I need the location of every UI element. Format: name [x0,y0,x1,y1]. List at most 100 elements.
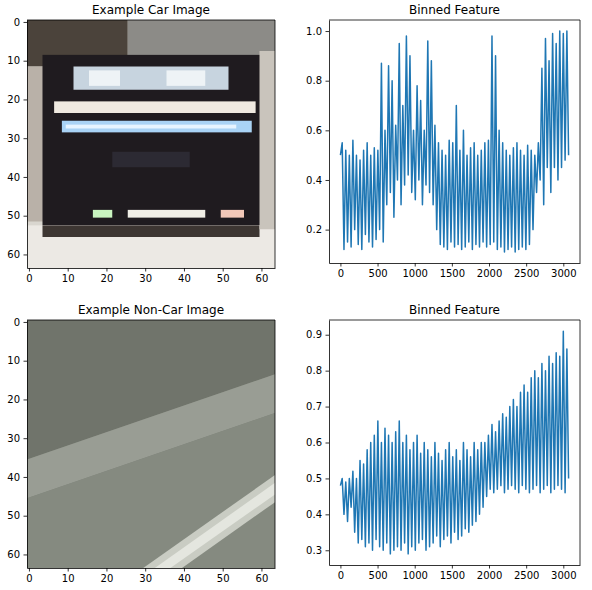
tick-label: 0.4 [306,509,322,520]
tick: 1500 [440,565,465,581]
tick-label: 60 [256,273,269,284]
tick: 60 [256,568,269,584]
tick: 500 [369,565,388,581]
tick-mark [326,81,330,82]
tick-mark [563,565,564,569]
image-region [66,125,237,129]
tick-mark [261,268,262,272]
tick-mark [24,138,28,139]
figure: 0 10 20 30 40 50 60 0 10 20 30 40 50 60 Example Car Im… [0,0,592,590]
tick-label: 60 [7,249,20,260]
tick-mark [106,568,107,572]
tick-mark [145,568,146,572]
image-region [27,413,275,568]
x-axis: 0102030405060 [26,568,275,584]
tick-mark [326,514,330,515]
axis-line [28,568,276,569]
tick: 40 [7,472,27,483]
tick: 20 [7,94,27,105]
title: Binned Feature [409,303,500,317]
tick: 0 [26,568,32,584]
tick: 10 [62,268,75,284]
x-axis: 050010001500200025003000 [330,565,581,581]
tick: 0.6 [306,125,329,136]
tick-label: 20 [101,273,114,284]
tick-label: 1500 [440,268,465,279]
tick: 40 [178,568,191,584]
image-region [27,225,275,268]
tick: 0 [26,268,32,284]
image-region [43,225,260,237]
tick-mark [526,565,527,569]
tick-mark [326,371,330,372]
image-region [260,51,276,229]
tick: 0 [338,565,344,581]
tick-mark [24,22,28,23]
tick-mark [326,31,330,32]
tick-mark [326,130,330,131]
tick-mark [378,263,379,267]
tick-label: 1000 [402,570,427,581]
axis-line [27,21,28,269]
tick-mark [24,216,28,217]
tick-mark [326,550,330,551]
tick: 10 [7,55,27,66]
tick: 3000 [551,565,576,581]
tick-label: 1500 [440,570,465,581]
tick: 30 [7,133,27,144]
axis-line [330,565,581,566]
tick-mark [24,177,28,178]
axis-line [28,268,276,269]
tick: 50 [217,268,230,284]
tick-label: 0 [26,273,32,284]
tick-mark [326,443,330,444]
tick: 0.4 [306,175,329,186]
tick-mark [378,565,379,569]
tick-label: 60 [7,549,20,560]
tick: 2000 [477,565,502,581]
tick-label: 0 [338,268,344,279]
tick: 30 [139,268,152,284]
tick: 40 [7,172,27,183]
title: Example Non-Car Image [78,303,224,317]
tick: 40 [178,268,191,284]
tick: 2000 [477,263,502,279]
tick: 0 [338,263,344,279]
tick-mark [24,554,28,555]
axis-line [330,263,581,264]
frame [580,320,581,565]
image-region [54,101,256,113]
tick-label: 0 [26,573,32,584]
tick-mark [489,565,490,569]
tick: 60 [7,249,27,260]
tick-mark [184,268,185,272]
tick-label: 0 [14,317,20,328]
image-region [43,55,264,226]
plot-area [340,31,568,252]
tick: 10 [62,568,75,584]
tick: 50 [7,210,27,221]
tick-label: 0 [338,570,344,581]
tick-label: 40 [7,172,20,183]
tick: 3000 [551,263,576,279]
y-axis: 0.20.40.60.81.0 [306,21,329,264]
image-region [62,121,252,133]
tick-mark [326,335,330,336]
tick-label: 30 [139,273,152,284]
frame [275,20,276,268]
tick-mark [452,263,453,267]
tick: 60 [7,549,27,560]
title: Example Car Image [92,3,210,17]
tick: 20 [101,268,114,284]
axis-line [27,321,28,569]
frame [580,20,581,263]
tick-label: 3000 [551,268,576,279]
data-line [340,331,568,554]
tick: 20 [101,568,114,584]
tick-label: 50 [217,573,230,584]
tick-mark [29,568,30,572]
tick-label: 500 [369,570,388,581]
tick-mark [24,322,28,323]
tick-label: 0.6 [306,437,322,448]
x-axis: 0 10 20 30 40 50 60 [26,268,275,284]
